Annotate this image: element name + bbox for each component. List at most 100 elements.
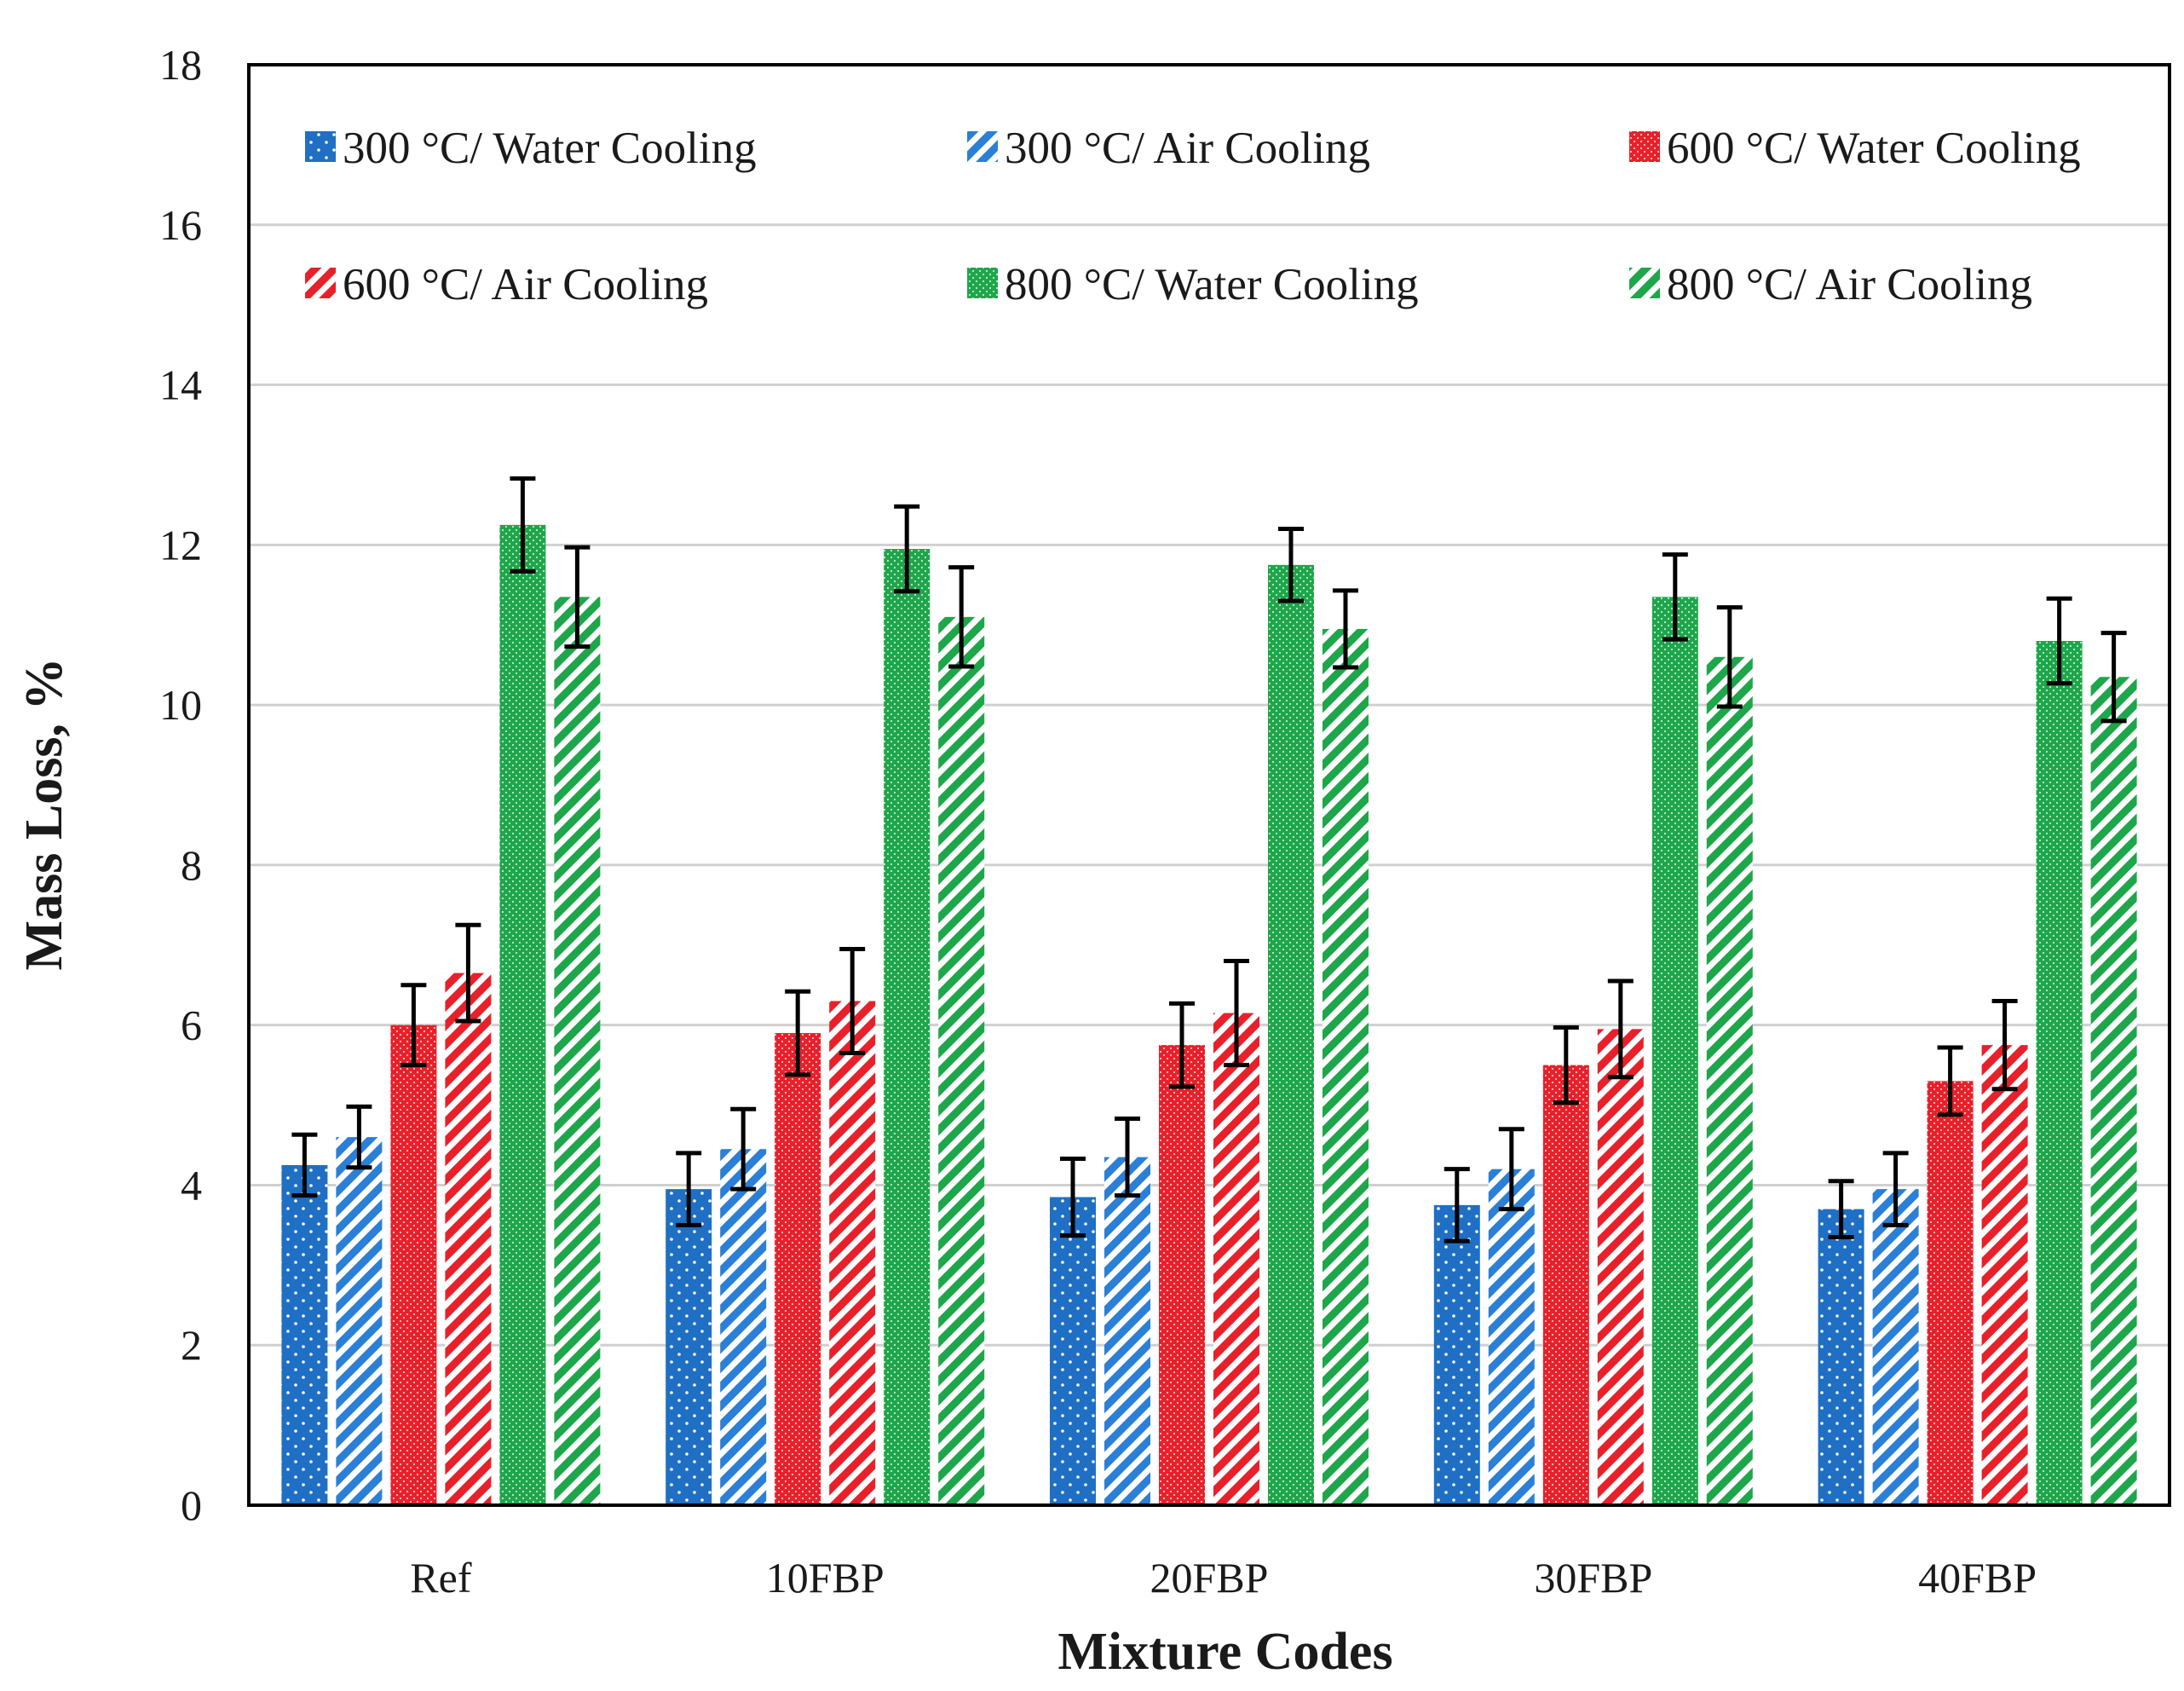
x-tick-label: 10FBP — [766, 1554, 885, 1602]
error-bar — [1828, 1179, 1854, 1239]
legend-item: 600 °C/ Air Cooling — [305, 260, 708, 309]
y-tick-label: 6 — [181, 1001, 202, 1049]
y-axis-title: Mass Loss, % — [15, 658, 73, 971]
legend-label: 800 °C/ Water Cooling — [1005, 260, 1419, 309]
error-bar — [564, 545, 591, 649]
bar — [1818, 1209, 1864, 1505]
error-bar — [839, 946, 866, 1056]
bar — [2090, 677, 2137, 1505]
y-tick-label: 10 — [159, 681, 202, 729]
legend-label: 600 °C/ Water Cooling — [1667, 124, 2081, 173]
legend-swatch — [967, 268, 998, 298]
error-bar — [1716, 605, 1743, 709]
error-bar — [1224, 959, 1249, 1068]
legend-label: 300 °C/ Air Cooling — [1005, 124, 1370, 173]
x-tick-label: 40FBP — [1918, 1554, 2037, 1602]
bar — [281, 1164, 328, 1505]
y-axis-ticks: 0 2 4 6 8 10 12 14 16 18 — [159, 41, 202, 1529]
x-tick-label: Ref — [410, 1554, 472, 1602]
bar — [1050, 1197, 1096, 1505]
bar — [2036, 641, 2083, 1505]
error-bar — [400, 983, 427, 1068]
error-bar — [455, 922, 481, 1024]
error-bar — [1498, 1127, 1524, 1212]
bar — [1597, 1029, 1644, 1505]
bar — [1268, 564, 1314, 1505]
bar — [1488, 1169, 1535, 1505]
legend-swatch — [1629, 268, 1660, 298]
bar — [1104, 1157, 1150, 1505]
bar — [1651, 597, 1698, 1505]
legend-item: 300 °C/ Water Cooling — [305, 124, 757, 173]
legend-item: 300 °C/ Air Cooling — [967, 124, 1370, 173]
error-bar — [1553, 1024, 1579, 1105]
error-bar — [291, 1132, 318, 1198]
error-bar — [730, 1106, 757, 1192]
error-bar — [1607, 978, 1634, 1080]
bar — [829, 1001, 876, 1505]
legend-label: 600 °C/ Air Cooling — [343, 260, 708, 309]
bar — [938, 616, 985, 1506]
bar — [499, 524, 546, 1505]
bar — [445, 972, 492, 1505]
legend-item: 600 °C/ Water Cooling — [1629, 124, 2081, 173]
error-bar — [1882, 1151, 1909, 1227]
error-bar — [785, 989, 811, 1077]
error-bars — [291, 476, 2127, 1244]
legend-swatch — [305, 268, 336, 298]
legend-swatch — [305, 131, 336, 162]
y-tick-label: 18 — [159, 41, 202, 89]
error-bar — [1278, 527, 1304, 603]
error-bar — [1333, 588, 1358, 670]
error-bar — [1662, 552, 1688, 642]
plot-frame — [247, 63, 2171, 1507]
y-tick-label: 14 — [159, 361, 202, 409]
x-tick-label: 30FBP — [1534, 1554, 1652, 1602]
x-axis-title: Mixture Codes — [1057, 1623, 1392, 1681]
bar — [1981, 1045, 2028, 1505]
bar — [666, 1189, 712, 1505]
y-tick-label: 0 — [181, 1481, 202, 1529]
y-tick-label: 2 — [181, 1321, 202, 1369]
x-tick-label: 20FBP — [1150, 1554, 1269, 1602]
legend-item: 800 °C/ Water Cooling — [967, 260, 1419, 309]
error-bar — [2046, 596, 2072, 686]
error-bar — [1937, 1045, 1963, 1117]
legend-label: 300 °C/ Water Cooling — [343, 124, 757, 173]
error-bar — [894, 504, 920, 594]
legend-item: 800 °C/ Air Cooling — [1629, 260, 2032, 309]
bar — [1159, 1045, 1205, 1505]
error-bar — [510, 476, 536, 574]
error-bar — [1169, 1001, 1195, 1089]
bar — [1323, 628, 1369, 1505]
legend-label: 800 °C/ Air Cooling — [1667, 260, 2032, 309]
bar — [1213, 1013, 1259, 1505]
legend-swatch — [967, 131, 998, 162]
legend-swatch — [1629, 131, 1660, 162]
error-bar — [1060, 1156, 1086, 1238]
y-tick-label: 16 — [159, 201, 202, 249]
legend: 300 °C/ Water Cooling 300 °C/ Air Cooling… — [305, 124, 2081, 309]
bar — [554, 597, 601, 1505]
error-bar — [1991, 999, 2018, 1092]
error-bar — [1115, 1117, 1140, 1198]
y-tick-label: 12 — [159, 521, 202, 568]
bar — [390, 1024, 437, 1505]
bar — [1433, 1204, 1480, 1505]
bars — [281, 524, 2137, 1506]
bar — [1872, 1189, 1919, 1505]
bar — [775, 1033, 821, 1505]
bar — [336, 1137, 383, 1505]
bar — [884, 549, 931, 1505]
bar — [1706, 656, 1753, 1505]
bar — [1927, 1081, 1974, 1505]
x-axis-ticks: Ref 10FBP 20FBP 30FBP 40FBP — [410, 1554, 2037, 1602]
error-bar — [1444, 1167, 1470, 1244]
error-bar — [346, 1104, 372, 1170]
y-tick-label: 8 — [181, 841, 202, 889]
bar — [720, 1149, 767, 1505]
error-bar — [948, 565, 975, 669]
error-bar — [676, 1151, 702, 1227]
